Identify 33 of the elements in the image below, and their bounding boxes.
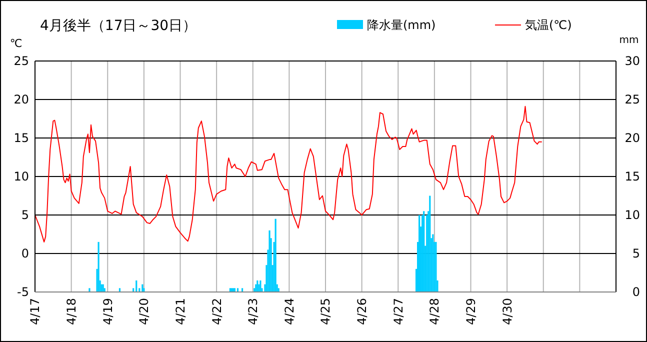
- x-tick-label: 4/23: [246, 298, 260, 325]
- y-tick-label: 25: [14, 54, 29, 68]
- y-tick-label: 15: [14, 131, 29, 146]
- y-tick-label: 0: [21, 246, 29, 261]
- x-tick-label: 4/27: [391, 298, 406, 325]
- y2-tick-label: 25: [624, 92, 640, 107]
- x-tick-label: 4/20: [137, 298, 152, 325]
- x-tick-label: 4/19: [100, 298, 115, 325]
- y-tick-label: -5: [17, 285, 29, 300]
- x-tick-label: 4/25: [318, 298, 333, 325]
- y2-tick-label: 30: [624, 54, 640, 68]
- x-tick-label: 4/18: [64, 298, 79, 325]
- x-tick-label: 4/21: [173, 298, 188, 325]
- y2-axis-title: mm: [619, 35, 639, 46]
- y-tick-label: 5: [21, 208, 29, 222]
- x-tick-label: 4/30: [500, 298, 514, 325]
- y2-tick-label: 15: [624, 170, 640, 184]
- y-tick-label: 10: [14, 170, 29, 184]
- chart-title: 4月後半（17日～30日）: [40, 18, 197, 34]
- x-tick-label: 4/29: [464, 298, 478, 325]
- y-tick-label: 20: [14, 92, 29, 107]
- x-tick-label: 4/17: [28, 298, 42, 325]
- y2-tick-label: 10: [624, 208, 640, 222]
- legend-label: 降水量(mm): [367, 18, 436, 32]
- y-axis-title: ℃: [10, 37, 22, 50]
- x-tick-label: 4/24: [282, 298, 296, 325]
- y2-tick-label: 20: [624, 131, 640, 146]
- x-tick-label: 4/22: [210, 298, 224, 325]
- y2-tick-label: 0: [632, 285, 640, 300]
- x-tick-label: 4/28: [428, 298, 442, 325]
- x-tick-label: 4/26: [355, 298, 370, 325]
- legend-label: 気温(℃): [525, 18, 572, 32]
- y2-tick-label: 5: [632, 246, 640, 261]
